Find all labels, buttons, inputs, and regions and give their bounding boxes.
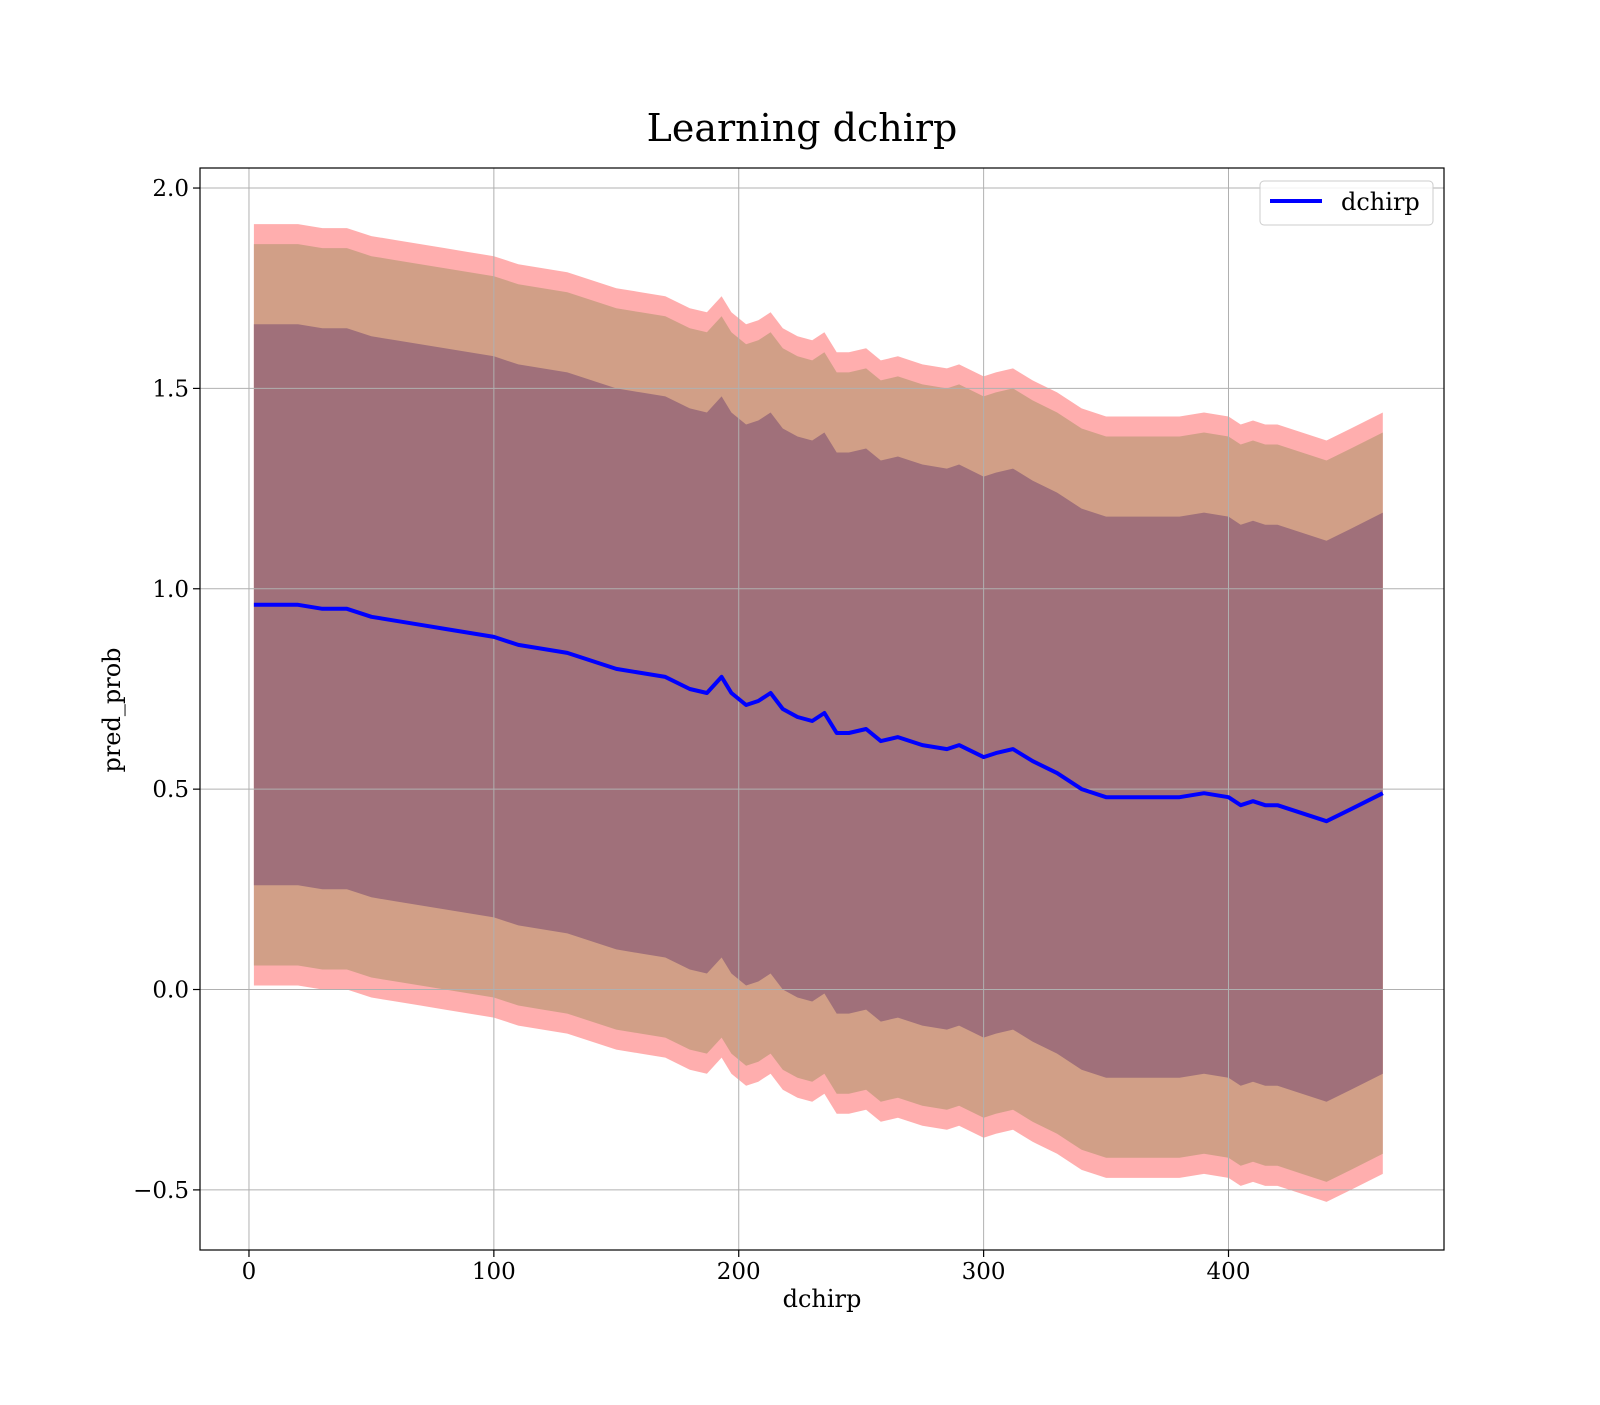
y-tick-label-1: 0.0 — [152, 978, 189, 1004]
legend: dchirp — [1259, 180, 1434, 226]
y-tick-label-5: 2.0 — [152, 176, 189, 202]
y-tick-label-3: 1.0 — [152, 577, 189, 603]
series-line-dchirp — [253, 602, 1384, 824]
legend-box — [1259, 180, 1434, 226]
confidence-band-3 — [253, 324, 1383, 1102]
legend-label-dchirp: dchirp — [1341, 188, 1420, 216]
y-axis-label: pred_prob — [98, 647, 126, 772]
x-tick-label-4: 400 — [1207, 1259, 1251, 1285]
y-tick-label-2: 0.5 — [152, 777, 189, 803]
confidence-bands — [253, 224, 1383, 1202]
grid-lines — [200, 168, 1444, 1250]
series-lines — [253, 602, 1384, 824]
x-axis-label: dchirp — [783, 1285, 862, 1313]
chart-title: Learning dchirp — [647, 106, 958, 150]
x-tick-label-0: 0 — [242, 1259, 257, 1285]
y-tick-label-4: 1.5 — [152, 376, 189, 402]
x-tick-label-1: 100 — [472, 1259, 516, 1285]
x-tick-label-3: 300 — [962, 1259, 1006, 1285]
plot-frame — [199, 167, 1445, 1251]
y-tick-label-0: −0.5 — [133, 1178, 189, 1204]
x-ticks: 0 100 200 300 400 — [242, 1250, 1251, 1285]
x-tick-label-2: 200 — [717, 1259, 761, 1285]
y-ticks: −0.5 0.0 0.5 1.0 1.5 2.0 — [133, 176, 200, 1204]
